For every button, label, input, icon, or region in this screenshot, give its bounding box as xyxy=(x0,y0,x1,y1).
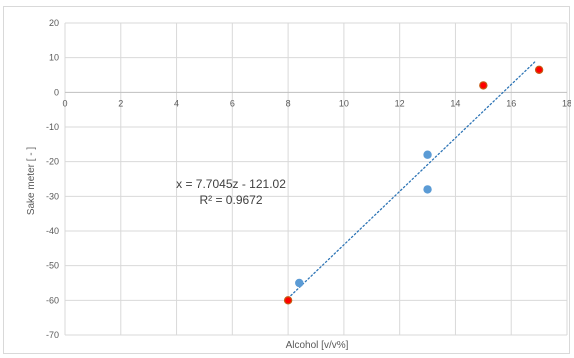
x-tick-label: 2 xyxy=(118,98,123,108)
r-squared-label: R² = 0.9672 xyxy=(199,193,262,207)
x-tick-label: 4 xyxy=(174,98,179,108)
y-tick-label: -20 xyxy=(46,157,59,167)
y-tick-label: 20 xyxy=(49,18,59,28)
x-tick-label: 18 xyxy=(562,98,571,108)
y-tick-label: -60 xyxy=(46,295,59,305)
trendline xyxy=(290,59,537,297)
y-axis-title: Sake meter [ - ] xyxy=(26,147,37,216)
x-tick-label: 0 xyxy=(62,98,67,108)
x-tick-label: 14 xyxy=(450,98,460,108)
x-tick-label: 16 xyxy=(506,98,516,108)
x-tick-label: 8 xyxy=(286,98,291,108)
x-tick-label: 12 xyxy=(395,98,405,108)
x-axis-title: Alcohol [v/v%] xyxy=(286,340,349,351)
data-point-blue xyxy=(295,278,304,288)
data-point-blue xyxy=(423,150,432,159)
y-tick-label: -50 xyxy=(46,261,59,271)
data-point-red xyxy=(479,81,488,90)
trendline-equation: x = 7.7045z - 121.02 xyxy=(176,177,286,191)
data-points xyxy=(283,65,544,305)
y-tick-label: -70 xyxy=(46,330,59,340)
chart-area: 20 10 0 -10 -20 -30 -40 -50 -60 -70 0 2 4 6 8 10 12 14 16 1… xyxy=(3,6,571,354)
data-point-blue xyxy=(423,185,432,194)
grid-lines xyxy=(64,22,568,336)
scatter-chart: 20 10 0 -10 -20 -30 -40 -50 -60 -70 0 2 4 6 8 10 12 14 16 1… xyxy=(26,18,571,351)
y-tick-label: 0 xyxy=(54,87,59,97)
y-tick-label: -10 xyxy=(46,122,59,132)
y-tick-label: 10 xyxy=(49,53,59,63)
x-tick-label: 10 xyxy=(339,98,349,108)
y-tick-label: -40 xyxy=(46,226,59,236)
x-tick-label: 6 xyxy=(230,98,235,108)
data-point-red xyxy=(534,65,544,75)
y-tick-label: -30 xyxy=(46,191,59,201)
tick-labels: 20 10 0 -10 -20 -30 -40 -50 -60 -70 0 2 4 6 8 10 12 14 16 1… xyxy=(46,18,571,340)
data-point-red xyxy=(283,296,293,305)
trendline-path xyxy=(290,59,537,297)
